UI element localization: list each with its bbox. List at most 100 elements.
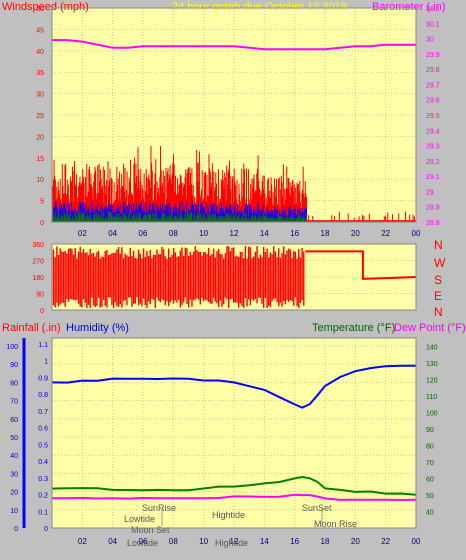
compass-s: S	[434, 273, 442, 287]
climate-x-tick-label: 22	[381, 537, 390, 546]
wind-series-layer	[51, 39, 417, 222]
rainfall-tick-label: 0.9	[38, 375, 48, 382]
temperature-tick-label: 120	[426, 377, 438, 384]
dewpoint-line	[51, 493, 417, 502]
temperature-tick-label: 70	[426, 460, 434, 467]
rainfall-tick-label: 0.3	[38, 476, 48, 483]
wind-x-tick-label: 02	[78, 229, 87, 238]
wind-x-tick-label: 04	[108, 229, 117, 238]
temperature-tick-label: 140	[426, 344, 438, 351]
climate-x-tick-label: 18	[321, 537, 330, 546]
windspeed-tick-label: 10	[36, 177, 44, 184]
temperature-tick-label: 50	[426, 493, 434, 500]
rainfall-tick-label: 0.5	[38, 442, 48, 449]
chart-title: 24 hour graph due October 12 2019	[172, 1, 347, 13]
rainfall-axis-title: Rainfall (.in)	[2, 322, 61, 334]
barometer-tick-label: 29.2	[426, 159, 440, 166]
wind-x-tick-label: 22	[381, 229, 390, 238]
windspeed-tick-label: 45	[36, 27, 44, 34]
rainfall-tick-label: 0.8	[38, 392, 48, 399]
humidity-tick-label: 20	[10, 490, 18, 497]
barometer-tick-label: 30.2	[426, 6, 440, 13]
climate-panel-border	[51, 337, 417, 529]
event-annotations: SunRise Lowtide Moon Set Hightide SunSet…	[124, 503, 357, 548]
humidity-tick-label: 80	[10, 380, 18, 387]
humidity-tick-label: 60	[10, 417, 18, 424]
humidity-axis-title: Humidity (%)	[66, 322, 129, 334]
climate-series-layer	[51, 364, 417, 502]
rainfall-tick-label: 0.6	[38, 426, 48, 433]
wind-x-tick-label: 08	[169, 229, 178, 238]
lowtide-axis-overlay: Lowtide	[127, 538, 158, 548]
wind-x-tick-label: 18	[321, 229, 330, 238]
temperature-tick-label: 100	[426, 410, 438, 417]
temperature-tick-label: 40	[426, 509, 434, 516]
barometer-tick-label: 29	[426, 189, 434, 196]
climate-x-tick-label: 20	[351, 537, 360, 546]
wind-x-tick-label: 20	[351, 229, 360, 238]
wind-x-tick-label: 16	[290, 229, 299, 238]
barometer-tick-label: 29.8	[426, 67, 440, 74]
rainfall-tick-label: 1.1	[38, 342, 48, 349]
compass-n-top: N	[434, 238, 443, 252]
windspeed-axis-title: Windspeed (mph)	[2, 1, 89, 13]
temperature-line	[51, 475, 417, 496]
windspeed-tick-label: 50	[36, 6, 44, 13]
temperature-tick-label: 130	[426, 361, 438, 368]
barometer-tick-label: 29.4	[426, 128, 440, 135]
wind-x-tick-label: 10	[199, 229, 208, 238]
rainfall-tick-label: 0.4	[38, 459, 48, 466]
windspeed-tick-label: 30	[36, 92, 44, 99]
direction-series-layer	[52, 245, 417, 309]
rainfall-tick-label: 0.2	[38, 493, 48, 500]
rainfall-tick-label: 0.1	[38, 509, 48, 516]
compass-w: W	[434, 256, 446, 270]
climate-x-tick-label: 12	[230, 537, 239, 546]
humidity-tick-label: 50	[10, 435, 18, 442]
windspeed-tick-label: 0	[40, 220, 44, 227]
windspeed-tick-label: 35	[36, 70, 44, 77]
windspeed-tick-label: 25	[36, 113, 44, 120]
rainfall-tick-label: 1	[44, 359, 48, 366]
climate-x-tick-label: 00	[412, 537, 421, 546]
dewpoint-axis-title: Dew Point (°F)	[394, 322, 466, 334]
wind-x-tick-label: 00	[412, 229, 421, 238]
direction-panel-border	[51, 243, 417, 311]
direction-tick-label: 0	[40, 308, 44, 315]
tick-label-layer: 0510152025303540455028.828.92929.129.229…	[6, 6, 439, 546]
sunset-label: SunSet	[302, 503, 332, 513]
barometer-tick-label: 28.8	[426, 220, 440, 227]
humidity-tick-label: 70	[10, 399, 18, 406]
wind-panel-border	[51, 7, 417, 223]
direction-tick-label: 360	[32, 242, 44, 249]
compass-e: E	[434, 289, 442, 303]
barometer-line	[52, 39, 416, 51]
barometer-axis-title: Barometer (.in)	[372, 1, 445, 13]
direction-tick-label: 90	[36, 292, 44, 299]
moonset-label: Moon Set	[131, 525, 170, 535]
direction-tick-label: 180	[32, 275, 44, 282]
wind-x-tick-label: 06	[139, 229, 148, 238]
climate-x-tick-label: 10	[199, 537, 208, 546]
humidity-tick-label: 10	[10, 508, 18, 515]
wind-x-tick-label: 14	[260, 229, 269, 238]
hightide-axis-overlay: Hightide	[215, 538, 248, 548]
windspeed-tick-label: 40	[36, 49, 44, 56]
sunrise-label: SunRise	[142, 503, 176, 513]
hightide-label: Hightide	[212, 510, 245, 520]
humidity-line	[51, 364, 417, 409]
barometer-tick-label: 29.9	[426, 52, 440, 59]
humidity-tick-label: 0	[14, 526, 18, 533]
barometer-tick-label: 29.3	[426, 144, 440, 151]
humidity-tick-label: 100	[6, 344, 18, 351]
barometer-tick-label: 29.1	[426, 174, 440, 181]
windspeed-tick-label: 5	[40, 199, 44, 206]
humidity-tick-label: 90	[10, 362, 18, 369]
rainfall-tick-label: 0	[44, 526, 48, 533]
lowtide-label: Lowtide	[124, 514, 155, 524]
barometer-tick-label: 30	[426, 37, 434, 44]
temperature-tick-label: 90	[426, 427, 434, 434]
direction-steady-line	[305, 250, 417, 280]
climate-x-tick-label: 06	[139, 537, 148, 546]
